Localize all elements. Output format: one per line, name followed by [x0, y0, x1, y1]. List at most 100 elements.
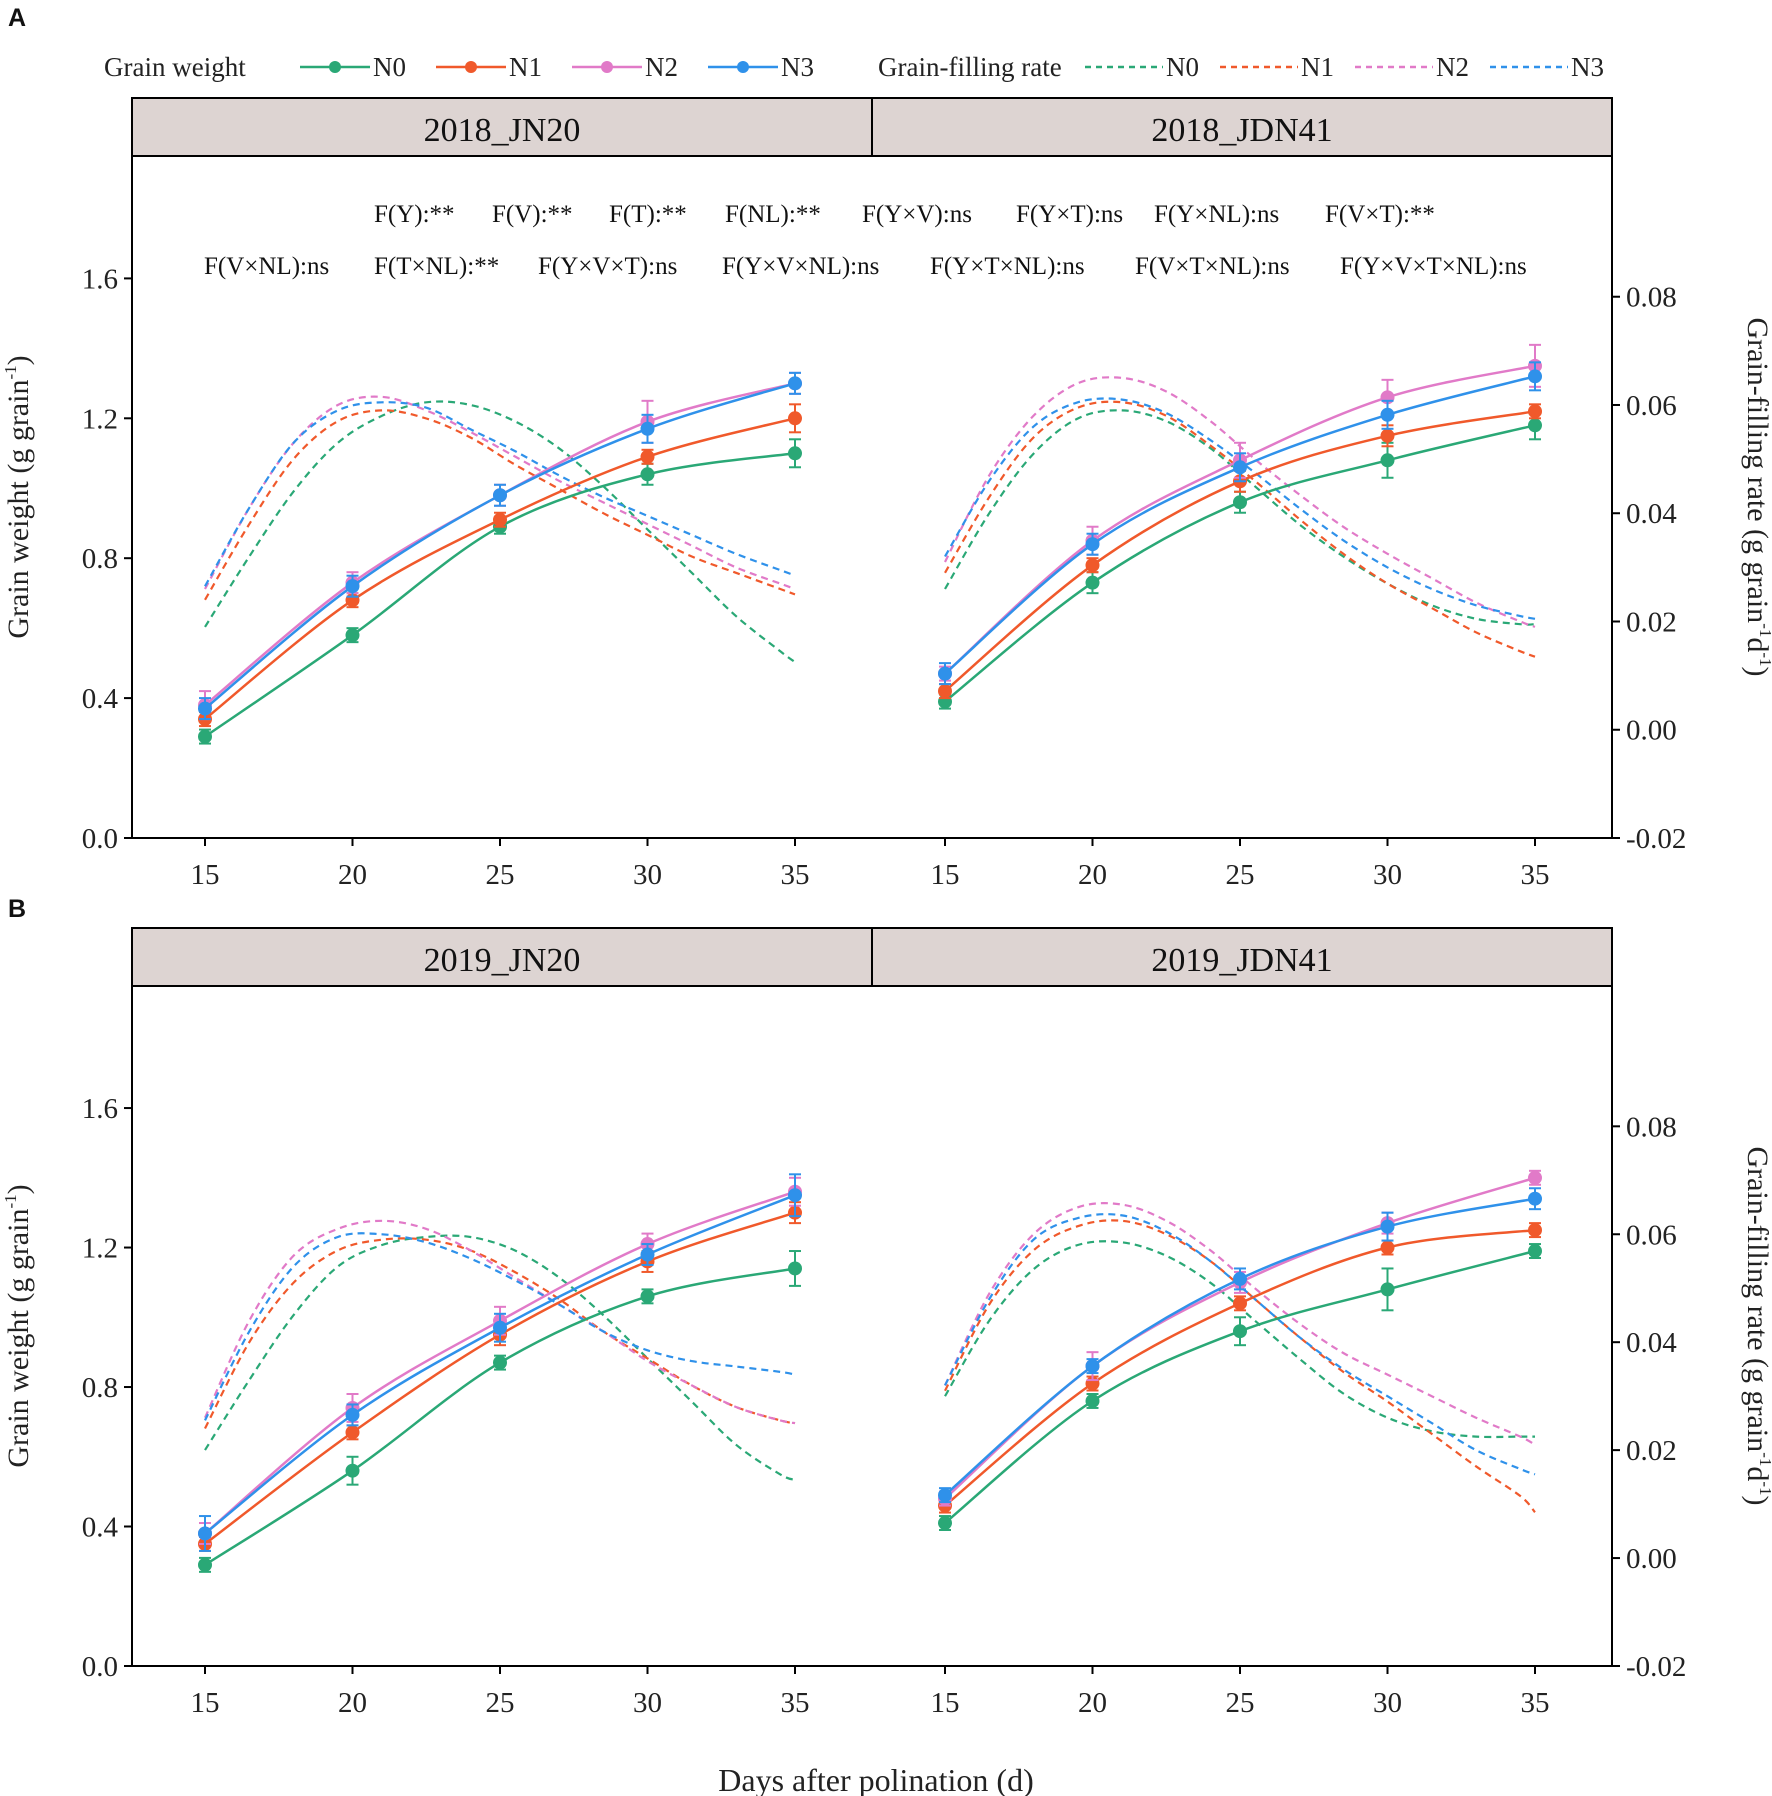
- y-left-tick-label: 0.0: [82, 823, 118, 855]
- facet-2018-jdn41: 2018_JDN41 15 20 25 30 35: [931, 112, 1550, 891]
- x-tick-label: 20: [338, 1687, 367, 1719]
- rate-curve-n1: [204, 1237, 796, 1430]
- weight-point-n2: [1528, 1170, 1542, 1185]
- y-left-tick-label: 0.4: [82, 683, 119, 715]
- weight-point-n1: [938, 684, 952, 699]
- panels: A 0.0 0.4 0.8 1.2 1.6 -0.02 0.00 0.02 0.04 0.06 0.0…: [1, 4, 1772, 1719]
- rate-curve-n1: [204, 409, 796, 601]
- y-right-tick-label: 0.02: [1626, 1435, 1677, 1467]
- weight-curve-n3: [944, 1197, 1536, 1497]
- anova-term: F(Y):**: [374, 201, 455, 228]
- x-tick-label: 15: [191, 1687, 220, 1719]
- y-left-title-sup: -1: [1, 1194, 20, 1208]
- x-tick-label: 25: [486, 1687, 515, 1719]
- weight-point-n1: [640, 449, 655, 464]
- weight-point-n1: [493, 512, 507, 527]
- y-left-tick-label: 1.6: [82, 1093, 118, 1125]
- weight-point-n1: [1233, 1296, 1247, 1311]
- x-tick-label: 35: [781, 859, 810, 891]
- weight-point-n1: [1528, 1223, 1542, 1238]
- x-tick-label: 25: [1226, 859, 1255, 891]
- rate-curve-n3: [944, 397, 1536, 620]
- legend-weight-label-n1: N1: [509, 52, 542, 82]
- x-tick-label: 15: [931, 1687, 960, 1719]
- x-tick-label: 25: [1226, 1687, 1255, 1719]
- y-left-axis-title: Grain weight (g grain-1): [1, 355, 35, 638]
- x-tick-label: 35: [1521, 859, 1550, 891]
- weight-point-n0: [345, 628, 360, 643]
- weight-point-n3: [788, 1188, 802, 1203]
- facet-title: 2018_JDN41: [1151, 112, 1332, 149]
- weight-point-n3: [640, 1247, 655, 1262]
- y-right-title-sup: -1: [1756, 623, 1772, 637]
- weight-point-n0: [788, 1261, 802, 1276]
- weight-point-n1: [1528, 404, 1542, 419]
- weight-point-n3: [1528, 369, 1542, 384]
- weight-point-n0: [1380, 1282, 1395, 1297]
- weight-point-n3: [345, 1407, 360, 1422]
- y-right-tick-label: 0.00: [1626, 715, 1677, 747]
- rate-curve-n3: [204, 1232, 796, 1421]
- rate-curve-n0: [204, 400, 796, 663]
- rate-curve-n1: [944, 400, 1536, 658]
- weight-point-n3: [1528, 1191, 1542, 1206]
- facet-2018-jn20: 2018_JN20 15 20 25 30 35: [191, 112, 810, 891]
- legend-rate-label-n1: N1: [1301, 52, 1334, 82]
- y-right-tick-label: 0.00: [1626, 1543, 1677, 1575]
- x-tick-label: 35: [781, 1687, 810, 1719]
- weight-point-n3: [493, 1320, 507, 1335]
- weight-point-n0: [640, 1289, 655, 1304]
- facet-2019-jdn41: 2019_JDN41 15 20 25 30 35: [931, 942, 1550, 1719]
- y-right-title-mid: d: [1741, 637, 1772, 652]
- x-tick-label: 30: [633, 1687, 662, 1719]
- weight-point-n3: [1380, 1219, 1395, 1234]
- x-axis-label: Days after polination (d): [718, 1762, 1033, 1796]
- y-left-tick-label: 1.2: [82, 1233, 118, 1265]
- y-right-tick-label: 0.06: [1626, 1219, 1677, 1251]
- rate-curve-n2: [944, 1202, 1536, 1446]
- y-left-title-main: Grain weight (g grain: [2, 380, 35, 639]
- anova-term: F(V×NL):ns: [204, 253, 329, 280]
- weight-point-n3: [1380, 407, 1395, 422]
- y-right-title-main: Grain-filling rate (g grain: [1741, 1146, 1772, 1452]
- panel-letter: B: [8, 895, 26, 923]
- legend-rate-title: Grain-filling rate: [878, 52, 1062, 82]
- anova-term: F(Y×V×T×NL):ns: [1340, 253, 1527, 280]
- anova-term: F(Y×T×NL):ns: [930, 253, 1085, 280]
- weight-point-n1: [1380, 1240, 1395, 1255]
- legend-weight-label-n3: N3: [781, 52, 814, 82]
- anova-term: F(Y×V×T):ns: [538, 253, 677, 280]
- y-right-tick-label: 0.04: [1626, 1327, 1677, 1359]
- weight-point-n1: [788, 411, 802, 426]
- y-right-title-end: ): [1741, 1496, 1772, 1506]
- x-tick-label: 20: [338, 859, 367, 891]
- weight-point-n0: [640, 467, 655, 482]
- y-right-tick-label: 0.02: [1626, 606, 1677, 638]
- anova-term: F(V×T):**: [1325, 201, 1435, 228]
- legend-weight-title: Grain weight: [104, 52, 246, 82]
- weight-point-n3: [1085, 537, 1100, 552]
- y-left-title-end: ): [2, 355, 35, 365]
- x-tick-label: 30: [1373, 1687, 1402, 1719]
- x-tick-label: 35: [1521, 1687, 1550, 1719]
- y-left-title-end: ): [2, 1184, 35, 1194]
- y-left-tick-label: 0.4: [82, 1512, 119, 1544]
- weight-point-n1: [1380, 428, 1395, 443]
- y-right-tick-label: 0.04: [1626, 498, 1677, 530]
- y-right-axis-title: Grain-filling rate (g grain-1d-1): [1741, 1146, 1772, 1505]
- weight-point-n0: [493, 1355, 507, 1370]
- anova-term: F(Y×NL):ns: [1154, 201, 1279, 228]
- weight-point-n0: [1528, 418, 1542, 433]
- y-right-tick-label: -0.02: [1626, 1651, 1686, 1683]
- weight-point-n0: [938, 1516, 952, 1531]
- anova-term: F(Y×V):ns: [862, 201, 972, 228]
- legend-weight-label-n0: N0: [373, 52, 406, 82]
- rate-curve-n3: [204, 401, 796, 587]
- weight-point-n0: [1085, 575, 1100, 590]
- legend-weight-marker-n3: [737, 61, 749, 73]
- rate-curve-n0: [204, 1234, 796, 1481]
- y-right-axis-title: Grain-filling rate (g grain-1d-1): [1741, 317, 1772, 676]
- rate-curve-n2: [204, 1219, 796, 1425]
- weight-point-n3: [938, 1488, 952, 1503]
